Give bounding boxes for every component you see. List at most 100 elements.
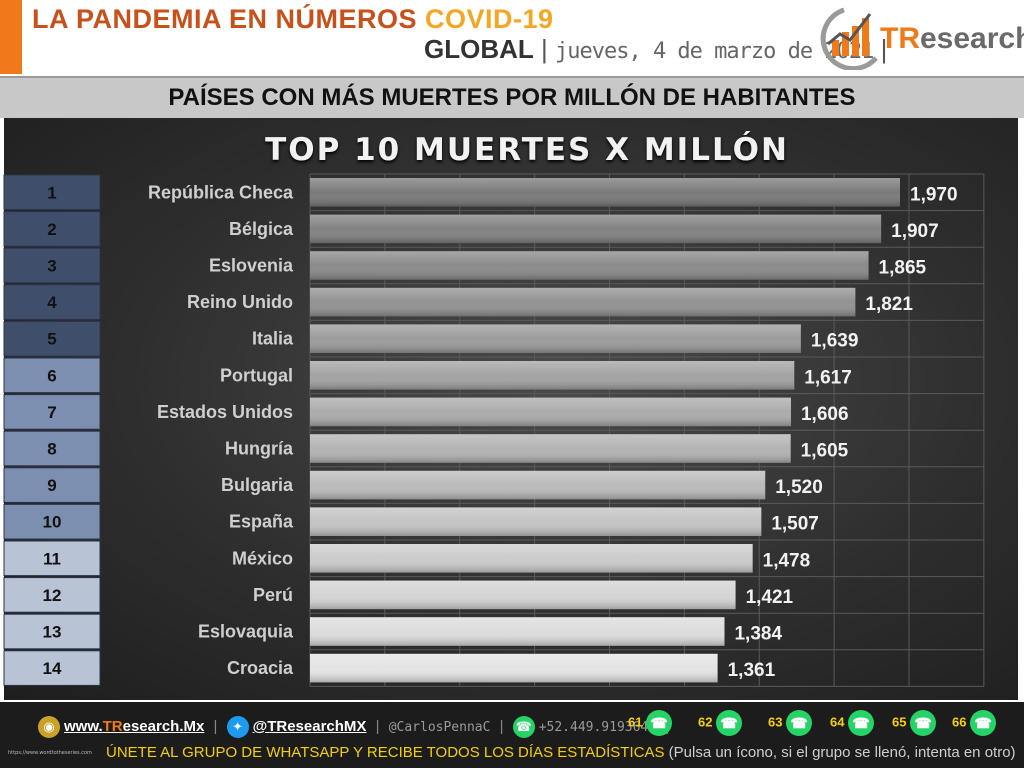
value-label: 1,605: [801, 441, 849, 462]
header-accent-bar: [0, 0, 22, 74]
footer-cta: ÚNETE AL GRUPO DE WHATSAPP Y RECIBE TODO…: [106, 744, 1016, 761]
logo-brand-prefix: TR: [880, 22, 920, 55]
section-bar: [0, 76, 1024, 118]
rank-number: 14: [43, 659, 62, 678]
footer-separator: |: [499, 717, 504, 735]
footer-separator: |: [375, 717, 380, 735]
bar-shade: [310, 178, 900, 207]
value-label: 1,361: [728, 660, 776, 681]
bar-shade: [310, 507, 762, 536]
bar-shade: [310, 361, 795, 390]
subtitle-separator-end: |: [880, 34, 888, 64]
whatsapp-group-65[interactable]: 65 ☎: [892, 710, 940, 736]
value-label: 1,507: [771, 514, 819, 535]
rank-cell: [3, 174, 101, 211]
category-label: España: [229, 512, 294, 532]
bar-shade: [310, 617, 725, 646]
rank-cell: [3, 503, 101, 540]
category-label: Eslovenia: [209, 256, 294, 276]
value-label: 1,520: [775, 477, 823, 498]
category-label: República Checa: [148, 182, 294, 202]
value-label: 1,821: [865, 294, 913, 315]
value-label: 1,617: [804, 367, 852, 388]
whatsapp-group-63[interactable]: 63 ☎: [768, 710, 816, 736]
value-label: 1,478: [763, 550, 811, 571]
category-label: Eslovaquia: [198, 622, 294, 642]
whatsapp-group-61[interactable]: 61 ☎: [628, 710, 676, 736]
website-prefix: www.: [64, 717, 103, 735]
whatsapp-icon: ☎: [970, 710, 997, 736]
logo-icon: [820, 7, 878, 70]
category-labels: República Checa Bélgica Eslovenia Reino Uni…: [148, 182, 294, 678]
value-label: 1,421: [746, 587, 794, 608]
category-label: Bulgaria: [221, 475, 294, 495]
rank-number: 7: [47, 403, 56, 422]
value-labels: 1,970 1,907 1,865 1,821 1,639 1,617 1,606 1,605…: [728, 184, 958, 681]
page-title-accent: COVID-19: [425, 4, 554, 34]
cta-text: ÚNETE AL GRUPO DE WHATSAPP Y RECIBE TODO…: [106, 744, 665, 761]
bars: [310, 178, 900, 683]
group-number: 63: [768, 714, 783, 730]
value-label: 1,384: [734, 624, 782, 645]
rank-number: 12: [43, 586, 62, 605]
bar-shade: [310, 324, 801, 353]
group-number: 61: [628, 714, 643, 730]
chart-title: TOP 10 MUERTES X MILLÓN: [265, 132, 789, 168]
page-title-main: LA PANDEMIA EN NÚMEROS: [32, 4, 418, 34]
footer-links: ◉ www.TResearch.Mx | ✦ @TResearchMX | @Car…: [38, 716, 674, 738]
rank-cell: [3, 540, 101, 577]
rank-cell: [3, 247, 101, 284]
section-title: PAÍSES CON MÁS MUERTES POR MILLÓN DE HAB…: [168, 84, 856, 111]
rank-number: 13: [43, 623, 62, 642]
value-label: 1,639: [811, 331, 859, 352]
logo-brand-rest: esearch: [920, 22, 1024, 55]
logo-text: TResearch: [880, 22, 1024, 56]
phone-number[interactable]: +52.449.9193645: [538, 719, 657, 735]
category-label: Estados Unidos: [157, 402, 293, 422]
tiny-url: https://www.wordtotheseries.com: [8, 750, 92, 756]
bar-shade: [310, 287, 856, 317]
whatsapp-group-62[interactable]: 62 ☎: [698, 710, 746, 736]
category-label: Italia: [252, 329, 294, 349]
bar-shade: [310, 397, 791, 427]
rank-cell: [3, 211, 101, 247]
footer-separator: |: [213, 717, 218, 735]
cta-note: (Pulsa un ícono, si el grupo se llenó, i…: [668, 744, 1016, 761]
rank-number: 5: [47, 330, 56, 349]
twitter-link[interactable]: @TResearchMX: [252, 717, 367, 735]
category-label: Perú: [253, 585, 293, 605]
rank-cell: [3, 650, 101, 686]
personal-handle[interactable]: @CarlosPennaC: [388, 719, 491, 735]
bar-shade: [310, 434, 791, 463]
bar-shade: [310, 214, 882, 244]
category-label: Croacia: [227, 658, 294, 678]
whatsapp-icon: ☎: [716, 710, 743, 736]
rank-number: 11: [43, 549, 61, 568]
subtitle-separator: |: [541, 34, 555, 64]
whatsapp-icon: ☎: [848, 710, 875, 736]
rank-cell: [3, 357, 101, 394]
group-number: 66: [952, 714, 967, 730]
category-label: Hungría: [225, 439, 294, 459]
rank-number: 10: [43, 513, 62, 532]
value-label: 1,907: [891, 221, 939, 242]
whatsapp-group-64[interactable]: 64 ☎: [830, 710, 878, 736]
bar-shade: [310, 580, 736, 610]
category-label: Reino Unido: [187, 292, 293, 312]
rank-cell: [3, 577, 101, 613]
value-label: 1,970: [910, 184, 958, 205]
website-link[interactable]: www.TResearch.Mx: [64, 718, 204, 735]
scope-label: GLOBAL: [424, 34, 534, 64]
rank-cell: [3, 613, 101, 650]
rank-cell: [3, 430, 101, 467]
rank-number: 1: [47, 183, 56, 202]
rank-number: 6: [47, 366, 56, 385]
rank-number: 4: [47, 293, 57, 312]
category-label: Portugal: [220, 365, 293, 385]
bar-shade: [310, 653, 718, 683]
bar-shade: [310, 544, 753, 573]
rank-number: 8: [47, 440, 56, 459]
website-brand: TR: [102, 717, 123, 735]
whatsapp-group-66[interactable]: 66 ☎: [952, 710, 1000, 736]
